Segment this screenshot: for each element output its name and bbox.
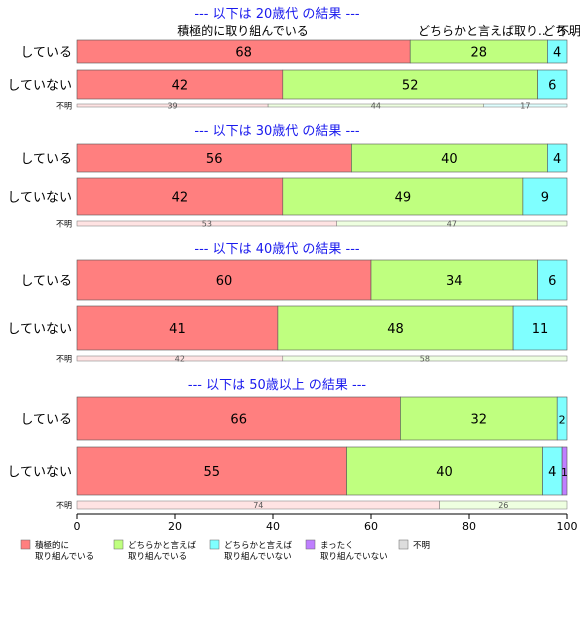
bar-category-label: していない (7, 465, 72, 480)
missing-bar-label: 不明 (56, 501, 72, 510)
bar-segment (76, 143, 352, 173)
x-tick-label: 60 (364, 520, 378, 533)
bar-segment (400, 396, 558, 441)
missing-bar-label: 不明 (56, 102, 72, 111)
legend-label: 取り組んでいない (320, 551, 388, 562)
bar-segment (282, 177, 524, 216)
bar-value-label: 4 (553, 46, 561, 61)
bar-value-label: 42 (172, 191, 189, 206)
bar-value-label: 34 (446, 274, 463, 289)
bar-value-label: 4 (548, 465, 556, 480)
missing-value-label: 74 (253, 501, 263, 510)
bar-segment (537, 69, 568, 100)
legend-label: 積極的に (35, 540, 69, 551)
missing-value-label: 53 (202, 220, 212, 229)
bar-value-label: 1 (561, 466, 568, 479)
x-tick-label: 0 (74, 520, 81, 533)
bar-segment (537, 259, 568, 301)
missing-bar-label: 不明 (56, 355, 72, 364)
bar-value-label: 6 (548, 79, 556, 94)
legend-label: 取り組んでいる (128, 551, 187, 562)
bar-value-label: 56 (206, 152, 223, 167)
missing-value-label: 26 (498, 501, 508, 510)
bar-segment (512, 305, 568, 351)
legend-label: まったく (320, 541, 354, 551)
top-label-4: 不明 (557, 24, 580, 38)
bar-value-label: 2 (559, 414, 566, 427)
bar-segment (561, 446, 568, 496)
legend-swatch (209, 539, 220, 550)
bar-value-label: 55 (203, 465, 220, 480)
bar-value-label: 49 (395, 191, 412, 206)
missing-bar-segment (336, 220, 568, 227)
x-tick-label: 40 (266, 520, 280, 533)
legend-label: 不明 (413, 541, 430, 551)
bar-value-label: 32 (471, 413, 488, 428)
missing-value-label: 58 (420, 355, 430, 364)
bar-category-label: している (20, 274, 72, 289)
bar-segment (277, 305, 514, 351)
missing-value-label: 42 (175, 355, 185, 364)
bar-category-label: している (20, 152, 72, 167)
bar-category-label: していない (7, 79, 72, 94)
bar-value-label: 68 (235, 46, 252, 61)
bar-value-label: 48 (387, 322, 404, 337)
bar-value-label: 52 (402, 79, 419, 94)
bar-value-label: 4 (553, 152, 561, 167)
bar-value-label: 66 (230, 413, 247, 428)
missing-value-label: 39 (167, 102, 177, 111)
legend-label: どちらかと言えば (224, 540, 293, 551)
bar-segment (76, 177, 284, 216)
bar-value-label: 40 (441, 152, 458, 167)
missing-bar-segment (483, 103, 568, 108)
panel-title: --- 以下は 20歳代 の結果 --- (194, 7, 360, 22)
bar-segment (547, 39, 568, 64)
bar-value-label: 42 (172, 79, 189, 94)
bar-segment (370, 259, 538, 301)
top-label-1: 積極的に取り組んでいる (177, 23, 308, 38)
missing-bar-segment (439, 500, 568, 510)
bar-segment (547, 143, 568, 173)
bar-value-label: 11 (532, 322, 549, 337)
bar-segment (522, 177, 568, 216)
bar-segment (556, 396, 568, 441)
bar-value-label: 41 (169, 322, 186, 337)
missing-value-label: 17 (520, 102, 530, 111)
legend-label: どちらかと言えば (128, 540, 197, 551)
panel-title: --- 以下は 50歳以上 の結果 --- (188, 378, 367, 393)
legend-swatch (305, 539, 316, 550)
bar-category-label: している (20, 46, 72, 61)
bar-value-label: 6 (548, 274, 556, 289)
bar-segment (76, 69, 284, 100)
missing-value-label: 44 (371, 102, 381, 111)
bar-segment (346, 446, 543, 496)
bar-category-label: している (20, 413, 72, 428)
bar-segment (76, 396, 401, 441)
panel-title: --- 以下は 40歳代 の結果 --- (194, 242, 360, 257)
legend-swatch (113, 539, 124, 550)
top-label-3: どち.. (543, 24, 575, 38)
bar-segment (76, 305, 279, 351)
legend-swatch (20, 539, 31, 550)
bar-value-label: 28 (471, 46, 488, 61)
top-label-2: どちらかと言えば取り.. (418, 24, 546, 38)
x-tick-label: 100 (557, 520, 578, 533)
bar-segment (76, 446, 347, 496)
legend-label: 取り組んでいない (224, 551, 292, 562)
legend-label: 取り組んでいる (35, 551, 94, 562)
missing-value-label: 47 (447, 220, 457, 229)
x-tick-label: 20 (168, 520, 182, 533)
bar-category-label: していない (7, 191, 72, 206)
missing-bar-label: 不明 (56, 220, 72, 229)
bar-value-label: 60 (216, 274, 233, 289)
bar-value-label: 40 (436, 465, 453, 480)
missing-bar-segment (282, 355, 568, 362)
bar-category-label: していない (7, 322, 72, 337)
panel-title: --- 以下は 30歳代 の結果 --- (194, 124, 360, 139)
x-tick-label: 80 (462, 520, 476, 533)
bar-value-label: 9 (541, 191, 549, 206)
bar-segment (282, 69, 538, 100)
legend-swatch (398, 539, 409, 550)
